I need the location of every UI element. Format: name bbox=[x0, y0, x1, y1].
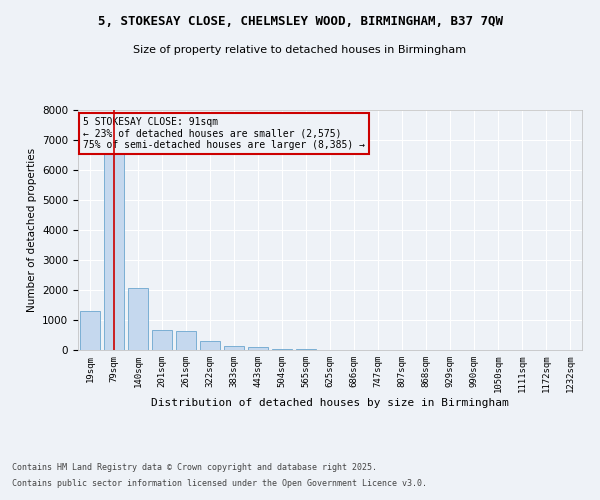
Bar bbox=[296, 349, 316, 350]
Text: Contains public sector information licensed under the Open Government Licence v3: Contains public sector information licen… bbox=[12, 478, 427, 488]
X-axis label: Distribution of detached houses by size in Birmingham: Distribution of detached houses by size … bbox=[151, 398, 509, 408]
Bar bbox=[272, 348, 292, 350]
Text: Size of property relative to detached houses in Birmingham: Size of property relative to detached ho… bbox=[133, 45, 467, 55]
Text: 5, STOKESAY CLOSE, CHELMSLEY WOOD, BIRMINGHAM, B37 7QW: 5, STOKESAY CLOSE, CHELMSLEY WOOD, BIRMI… bbox=[97, 15, 503, 28]
Bar bbox=[152, 330, 172, 350]
Y-axis label: Number of detached properties: Number of detached properties bbox=[26, 148, 37, 312]
Bar bbox=[200, 341, 220, 350]
Bar bbox=[80, 311, 100, 350]
Bar bbox=[104, 152, 124, 350]
Text: Contains HM Land Registry data © Crown copyright and database right 2025.: Contains HM Land Registry data © Crown c… bbox=[12, 464, 377, 472]
Text: 5 STOKESAY CLOSE: 91sqm
← 23% of detached houses are smaller (2,575)
75% of semi: 5 STOKESAY CLOSE: 91sqm ← 23% of detache… bbox=[83, 117, 365, 150]
Bar bbox=[248, 348, 268, 350]
Bar bbox=[176, 331, 196, 350]
Bar bbox=[224, 346, 244, 350]
Bar bbox=[128, 288, 148, 350]
